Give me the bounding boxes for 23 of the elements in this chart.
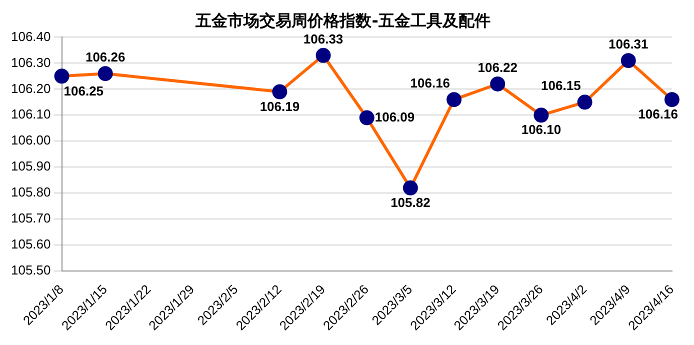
y-tick-label: 105.50: [10, 262, 51, 278]
y-tick-label: 105.90: [10, 158, 51, 174]
y-tick-label: 105.70: [10, 210, 51, 226]
data-label: 106.25: [64, 83, 104, 98]
y-tick-label: 105.60: [10, 236, 51, 252]
data-label: 106.16: [410, 76, 450, 91]
data-label: 106.31: [608, 36, 648, 52]
y-tick-label: 105.80: [10, 184, 51, 200]
data-label: 106.15: [541, 78, 581, 94]
data-label: 106.33: [303, 31, 344, 46]
chart-title: 五金市场交易周价格指数-五金工具及配件: [194, 10, 490, 30]
data-label: 106.16: [638, 106, 678, 122]
data-label: 106.22: [478, 60, 518, 76]
data-label: 106.26: [85, 50, 126, 65]
data-label: 106.10: [521, 122, 562, 138]
y-tick-label: 106.10: [10, 106, 51, 122]
data-label: 106.09: [374, 109, 415, 124]
data-label: 106.19: [260, 98, 300, 114]
y-tick-label: 106.40: [10, 28, 51, 44]
y-tick-label: 106.00: [10, 132, 51, 148]
y-tick-label: 106.20: [10, 80, 51, 96]
y-tick-label: 106.30: [10, 54, 51, 70]
data-label: 105.82: [390, 194, 430, 210]
